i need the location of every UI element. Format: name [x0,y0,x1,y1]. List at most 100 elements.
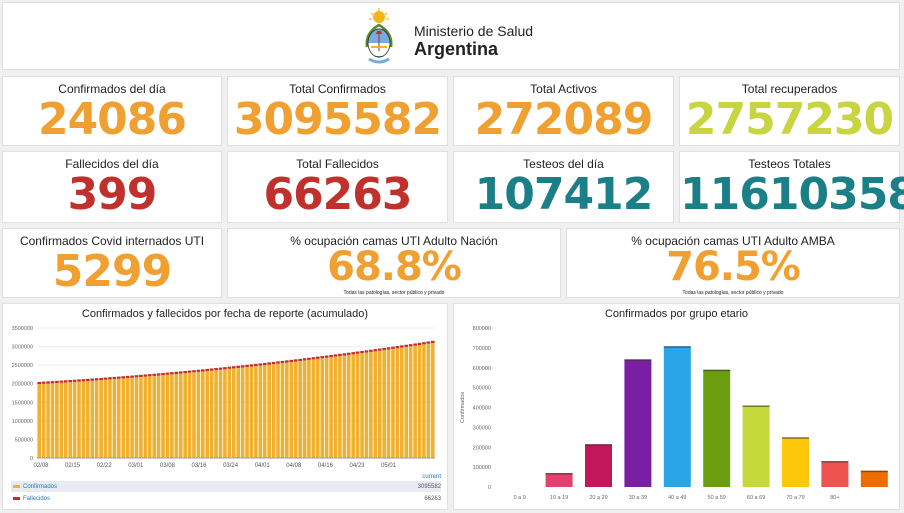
confirmados-bar [346,354,351,458]
fallecidos-bar [139,374,143,378]
stat-note: Todas las patologías, sector público y p… [682,290,784,296]
stat-value: 68.8% [327,244,462,290]
fallecidos-bar [400,345,404,348]
legend-label: Confirmados [23,483,58,490]
confirmados-bar [205,371,210,458]
stat-card-confirmados-dia: Confirmados del día 24086 [2,76,222,146]
confirmados-bar [134,377,139,458]
confirmados-bar [267,364,271,458]
fallecidos-bar [170,372,174,375]
age-bar [585,444,612,487]
fallecidos-bar [192,370,196,373]
fallecidos-bar [90,378,95,381]
x-tick-label: 0 a 9 [514,495,526,501]
stat-value: 76.5% [666,244,801,290]
confirmados-bar [130,377,134,458]
fallecidos-bar [373,349,378,352]
confirmados-bar [355,353,360,458]
fallecidos-bar [413,343,417,346]
fallecidos-bar [430,340,435,344]
age-group-chart: 0 100000 200000 300000 400000 500000 600000 700… [460,326,888,501]
fallecidos-bar [134,375,139,378]
legend-row-confirmados[interactable]: Confirmados 3095582 [11,481,441,492]
fallecidos-bar [289,359,294,363]
fallecidos-bar [165,372,170,375]
fallecidos-bar [46,381,50,384]
fallecidos-bar [223,367,227,370]
fallecidos-bar [404,344,409,347]
confirmados-bar [81,381,86,458]
confirmados-bar [121,378,126,458]
fallecidos-bar [254,363,258,367]
chart-title: Confirmados y fallecidos por fecha de re… [81,308,369,320]
stat-card-internados-uti: Confirmados Covid internados UTI 5299 [2,228,222,298]
confirmados-bar [201,371,205,458]
confirmados-bar [227,368,232,458]
header: Ministerio de Salud Argentina [2,2,900,70]
stat-title: Fallecidos del día [65,157,159,171]
legend-value: 3095582 [417,483,441,490]
fallecidos-bar [302,358,307,361]
confirmados-bar [183,373,187,458]
legend-table-header: current [422,474,441,480]
confirmados-bar [280,363,285,458]
confirmados-bar [395,348,400,458]
y-tick-label: 3500000 [12,326,33,332]
confirmados-bar [99,380,103,458]
fallecidos-bar [156,373,161,376]
confirmados-bar [68,382,72,458]
confirmados-bar [351,354,355,458]
fallecidos-bar [311,357,316,360]
fallecidos-bar [267,362,271,365]
confirmados-bar [271,364,276,458]
x-tick-label: 80+ [830,495,839,501]
confirmados-bar [112,379,117,458]
confirmados-bar [192,372,196,458]
confirmados-bar [218,369,223,458]
stat-card-testeos-dia: Testeos del día 107412 [453,151,674,223]
fallecidos-bar [231,366,236,369]
confirmados-bar [254,366,258,458]
confirmados-bar [72,381,77,458]
fallecidos-bar [355,351,360,354]
confirmados-bar [152,375,156,458]
stat-card-total-recuperados: Total recuperados 2757230 [679,76,900,146]
confirmados-bar [289,362,294,458]
fallecidos-bar [187,370,192,373]
confirmados-bar [333,356,338,458]
stat-title: Confirmados del día [58,82,166,96]
x-tick-label: 70 a 79 [786,495,804,501]
confirmados-bar [156,375,161,458]
confirmados-bar [240,367,245,458]
fallecidos-bar [143,374,148,377]
fallecidos-bar [227,366,232,369]
confirmados-bar [46,383,50,458]
confirmados-bar [55,383,59,458]
y-tick-label: 500000 [15,437,33,443]
x-tick-label: 10 a 19 [550,495,568,501]
confirmados-bar [245,367,249,458]
confirmados-bar [41,383,46,458]
fallecidos-bar [271,361,276,365]
fallecidos-bar [77,379,81,382]
legend-row-fallecidos[interactable]: Fallecidos 66263 [11,493,441,504]
fallecidos-bar [37,381,42,385]
stat-value: 24086 [37,94,187,145]
confirmados-bar [320,358,325,458]
x-tick-label: 02/22 [97,463,113,469]
x-tick-label: 03/16 [191,463,207,469]
fallecidos-bar [280,360,285,364]
cumulative-chart-panel: Confirmados y fallecidos por fecha de re… [2,303,448,510]
stat-card-testeos-totales: Testeos Totales 11610358 [679,151,904,223]
x-tick-label: 60 a 69 [747,495,765,501]
stat-title: Total recuperados [741,82,838,96]
fallecidos-bar [369,349,373,352]
confirmados-bar [262,365,267,458]
confirmados-bar [223,369,227,458]
y-tick-label: 300000 [473,425,491,431]
fallecidos-bar [72,379,77,382]
confirmados-bar [125,378,130,458]
y-tick-label: 400000 [473,406,491,412]
confirmados-bar [422,344,426,458]
y-tick-label: 200000 [473,445,491,451]
